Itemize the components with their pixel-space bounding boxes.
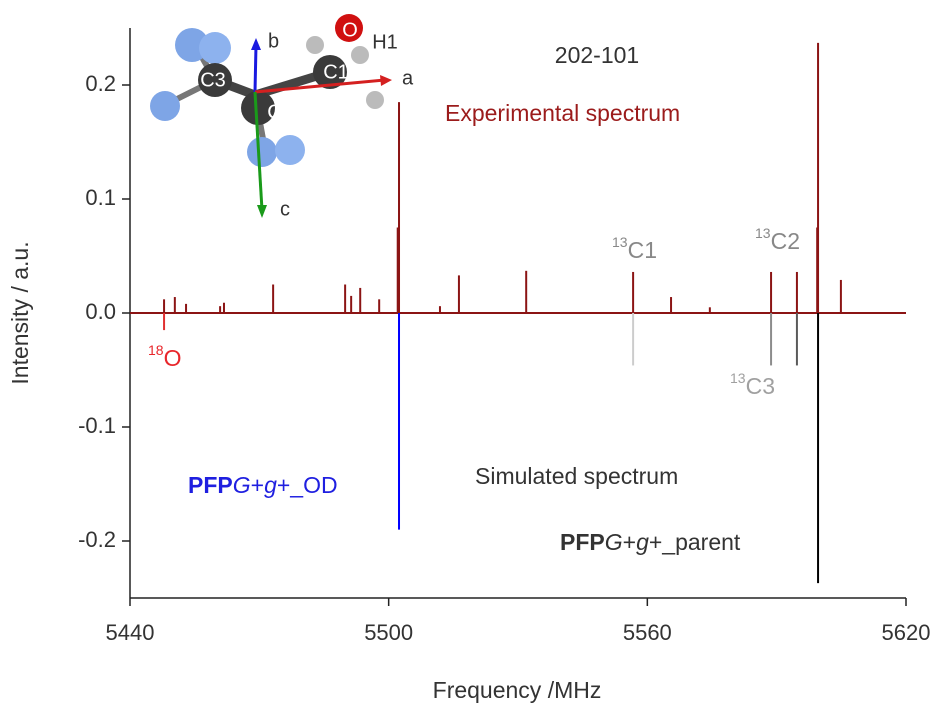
y-tick-label: 0.1 (85, 185, 116, 210)
series-label: 13C2 (755, 225, 800, 254)
x-tick-label: 5440 (106, 620, 155, 645)
y-tick-label: 0.2 (85, 71, 116, 96)
label-part: G (233, 472, 251, 498)
label-part: 13 (755, 225, 771, 241)
series-label: 18O (148, 342, 181, 371)
label-part: 13 (730, 370, 746, 386)
label-part: 18 (148, 342, 164, 358)
label-part: O (164, 345, 182, 371)
axis-label: c (280, 198, 290, 220)
label-part: + (623, 529, 636, 555)
label-part: g (636, 529, 649, 555)
label-part: +_OD (277, 472, 338, 498)
atom-label: H1 (372, 31, 398, 53)
annotation: Simulated spectrum (475, 463, 678, 489)
label-part: C2 (771, 228, 800, 254)
y-tick-label: 0.0 (85, 299, 116, 324)
axis-label: b (268, 30, 279, 52)
molecule-inset: C3 C2 C1 O H1a b c (150, 14, 414, 220)
series-label: Experimental spectrum (445, 100, 680, 126)
y-axis-title: Intensity / a.u. (7, 241, 33, 384)
x-tick-label: 5500 (364, 620, 413, 645)
label-part: + (251, 472, 264, 498)
label-part: G (605, 529, 623, 555)
y-tick-label: -0.2 (78, 527, 116, 552)
y-tick-label: -0.1 (78, 413, 116, 438)
label-part: C1 (628, 237, 657, 263)
atom-label: C1 (323, 61, 349, 83)
label-part: PFP (560, 529, 605, 555)
series-label: 13C1 (612, 234, 657, 263)
label-part: g (264, 472, 277, 498)
x-tick-label: 5560 (623, 620, 672, 645)
atom-label: C2 (267, 101, 293, 123)
label-part: 13 (612, 234, 628, 250)
x-axis-title: Frequency /MHz (433, 677, 602, 703)
axis-label: a (402, 67, 414, 89)
atom-label: C3 (200, 69, 226, 91)
series-label: 13C3 (730, 370, 775, 399)
atom-label: O (342, 19, 358, 41)
label-part: +_parent (649, 529, 741, 555)
chart-title: 202-101 (555, 42, 639, 68)
series-label: PFPG+g+_parent (560, 529, 741, 555)
chart: 202-101 Simulated spectrum Frequency /MH… (0, 0, 944, 706)
x-tick-label: 5620 (882, 620, 931, 645)
label-part: PFP (188, 472, 233, 498)
label-part: C3 (746, 373, 775, 399)
series-label: PFPG+g+_OD (188, 472, 338, 498)
